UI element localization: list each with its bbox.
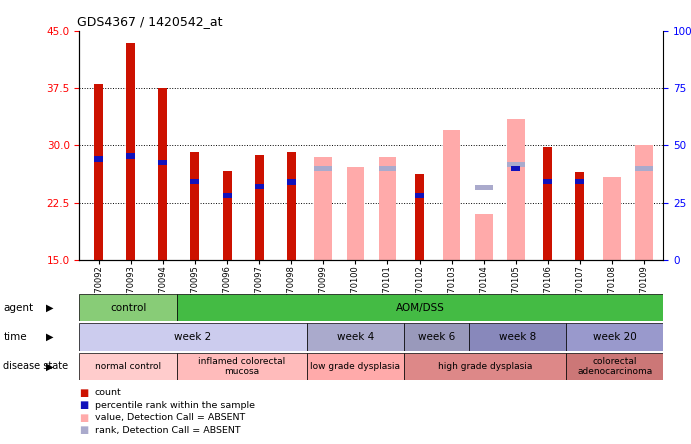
Text: ■: ■ <box>79 388 88 398</box>
Bar <box>126 43 135 260</box>
Text: colorectal
adenocarcinoma: colorectal adenocarcinoma <box>577 357 652 376</box>
Bar <box>415 193 424 198</box>
Bar <box>404 323 468 351</box>
Bar <box>566 323 663 351</box>
Text: control: control <box>110 303 146 313</box>
Bar <box>94 156 103 162</box>
Text: inflamed colorectal
mucosa: inflamed colorectal mucosa <box>198 357 285 376</box>
Bar <box>191 178 200 184</box>
Bar <box>79 323 307 351</box>
Text: normal control: normal control <box>95 362 161 371</box>
Text: week 20: week 20 <box>593 332 636 342</box>
Bar <box>603 178 621 260</box>
Bar <box>314 166 332 171</box>
Text: agent: agent <box>3 303 34 313</box>
Text: ▶: ▶ <box>46 303 53 313</box>
Text: week 2: week 2 <box>174 332 211 342</box>
Bar <box>475 214 493 260</box>
Bar <box>307 353 404 380</box>
Text: time: time <box>3 332 27 342</box>
Text: AOM/DSS: AOM/DSS <box>396 303 444 313</box>
Text: rank, Detection Call = ABSENT: rank, Detection Call = ABSENT <box>95 426 240 435</box>
Bar <box>287 151 296 260</box>
Bar <box>94 84 103 260</box>
Bar <box>507 119 524 260</box>
Bar <box>158 159 167 165</box>
Text: ▶: ▶ <box>46 332 53 342</box>
Text: ▶: ▶ <box>46 361 53 371</box>
Bar <box>576 172 585 260</box>
Text: disease state: disease state <box>3 361 68 371</box>
Bar <box>443 130 460 260</box>
Bar <box>287 179 296 185</box>
Text: high grade dysplasia: high grade dysplasia <box>438 362 532 371</box>
Bar <box>475 185 493 190</box>
Bar <box>635 146 653 260</box>
Bar <box>254 184 263 189</box>
Bar <box>79 353 177 380</box>
Text: week 4: week 4 <box>337 332 374 342</box>
Bar <box>158 88 167 260</box>
Bar <box>511 166 520 171</box>
Text: GDS4367 / 1420542_at: GDS4367 / 1420542_at <box>77 16 222 28</box>
Bar <box>468 323 566 351</box>
Bar <box>223 170 231 260</box>
Bar <box>635 166 653 171</box>
Bar <box>191 151 200 260</box>
Text: week 6: week 6 <box>417 332 455 342</box>
Text: ■: ■ <box>79 413 88 423</box>
Bar <box>576 178 585 184</box>
Text: week 8: week 8 <box>499 332 536 342</box>
Text: value, Detection Call = ABSENT: value, Detection Call = ABSENT <box>95 413 245 422</box>
Bar <box>177 353 307 380</box>
Bar <box>177 294 663 321</box>
Bar <box>404 353 566 380</box>
Bar <box>347 167 364 260</box>
Bar <box>507 162 524 167</box>
Text: percentile rank within the sample: percentile rank within the sample <box>95 401 255 410</box>
Text: low grade dysplasia: low grade dysplasia <box>310 362 400 371</box>
Bar <box>254 155 263 260</box>
Bar <box>307 323 404 351</box>
Text: ■: ■ <box>79 425 88 435</box>
Bar <box>543 178 552 184</box>
Bar <box>543 147 552 260</box>
Bar <box>379 157 396 260</box>
Bar <box>379 166 396 171</box>
Bar <box>415 174 424 260</box>
Text: count: count <box>95 388 122 397</box>
Bar <box>223 193 231 198</box>
Bar <box>314 157 332 260</box>
Bar <box>566 353 663 380</box>
Bar <box>126 154 135 159</box>
Text: ■: ■ <box>79 400 88 410</box>
Bar <box>79 294 177 321</box>
